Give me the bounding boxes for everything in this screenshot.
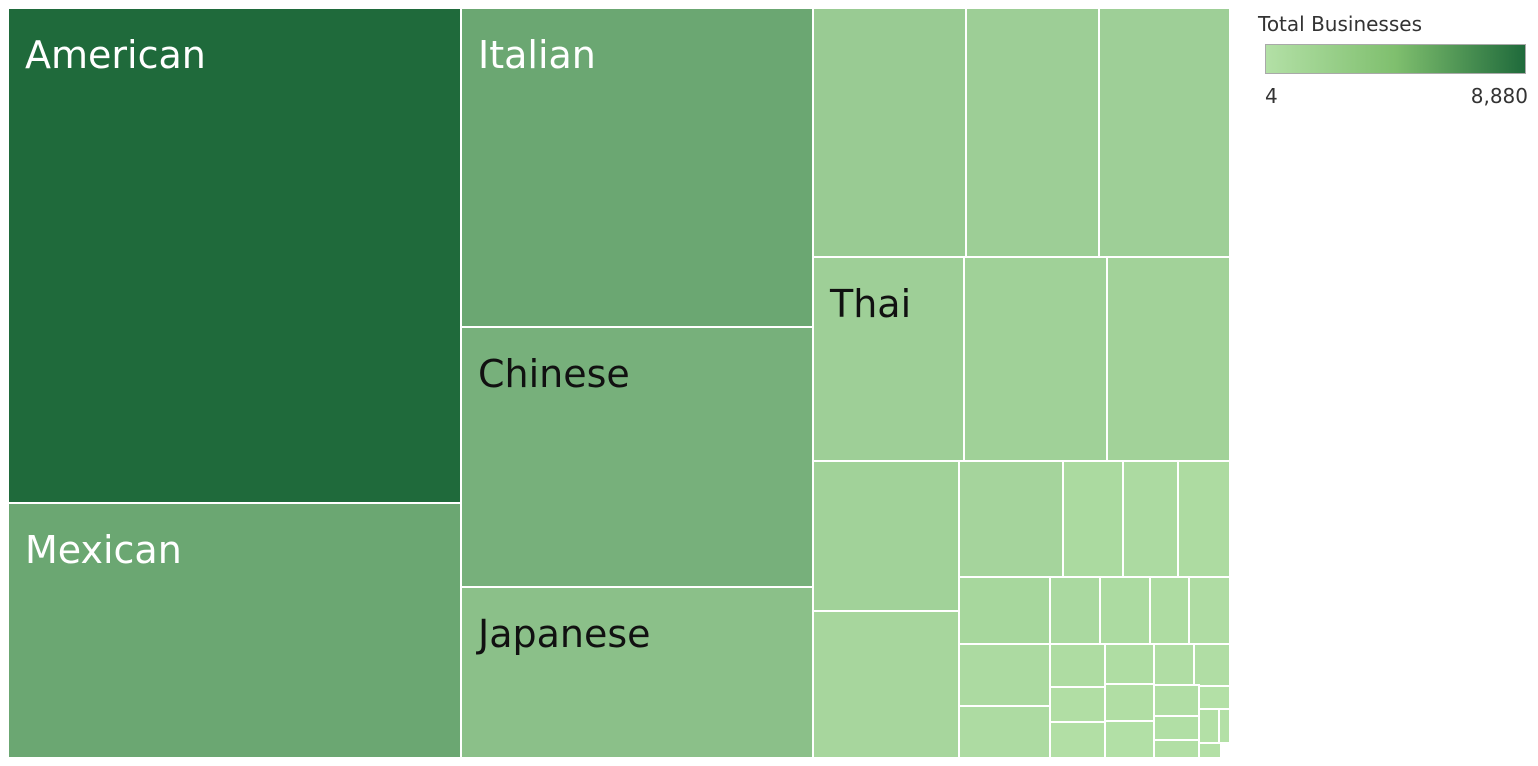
- treemap-tile[interactable]: [1104, 683, 1155, 722]
- treemap-tile[interactable]: [1122, 460, 1179, 578]
- treemap-tile[interactable]: [1149, 576, 1190, 645]
- treemap-tile[interactable]: [812, 460, 960, 612]
- treemap-tile[interactable]: [1153, 739, 1200, 758]
- treemap-tile[interactable]: [958, 460, 1064, 578]
- treemap-tile[interactable]: [1153, 715, 1200, 741]
- legend-min-label: 4: [1265, 84, 1278, 108]
- treemap-tile[interactable]: [1049, 576, 1101, 645]
- legend-title: Total Businesses: [1258, 12, 1422, 36]
- tile-label-thai: Thai: [829, 282, 911, 326]
- treemap-tile-mexican[interactable]: [8, 502, 462, 758]
- tile-label-american: American: [25, 33, 206, 77]
- treemap-tile[interactable]: [812, 8, 967, 258]
- treemap-tile[interactable]: [1104, 720, 1155, 758]
- treemap-tile[interactable]: [1049, 643, 1106, 688]
- treemap-tile[interactable]: [1193, 643, 1230, 687]
- treemap-tile[interactable]: [1099, 576, 1151, 645]
- treemap-tile[interactable]: [1062, 460, 1124, 578]
- legend-max-label: 8,880: [1470, 84, 1528, 108]
- treemap-tile-thai[interactable]: [812, 256, 965, 462]
- treemap-tile[interactable]: [958, 576, 1051, 645]
- treemap-tile[interactable]: [958, 643, 1051, 707]
- treemap-tile[interactable]: [1049, 721, 1106, 758]
- treemap-tile[interactable]: [963, 256, 1108, 462]
- treemap-tile[interactable]: [958, 705, 1051, 758]
- treemap-tile[interactable]: [1198, 742, 1222, 758]
- treemap-tile[interactable]: [1218, 708, 1230, 744]
- treemap-chart: American Mexican Italian Chinese Japanese Tha…: [8, 8, 1230, 758]
- color-legend: Total Businesses 4 8,880: [1258, 10, 1530, 110]
- treemap-tile[interactable]: [965, 8, 1100, 258]
- treemap-tile[interactable]: [1106, 256, 1230, 462]
- treemap-tile[interactable]: [1177, 460, 1230, 578]
- treemap-tile-japanese[interactable]: [460, 586, 814, 758]
- legend-gradient-bar: [1265, 44, 1526, 74]
- treemap-tile[interactable]: [1188, 576, 1230, 645]
- treemap-tile[interactable]: [1098, 8, 1230, 258]
- tile-label-japanese: Japanese: [476, 612, 651, 656]
- tile-label-mexican: Mexican: [25, 528, 182, 572]
- treemap-tile[interactable]: [1198, 708, 1220, 744]
- tile-label-chinese: Chinese: [478, 352, 630, 396]
- treemap-tile[interactable]: [1104, 643, 1155, 685]
- treemap-tile[interactable]: [1153, 643, 1195, 686]
- treemap-tile-american[interactable]: [8, 8, 462, 504]
- treemap-tile[interactable]: [812, 610, 960, 758]
- treemap-tile-italian[interactable]: [460, 8, 814, 328]
- tile-label-italian: Italian: [478, 33, 596, 77]
- treemap-tile[interactable]: [1153, 684, 1200, 717]
- treemap-tile[interactable]: [1049, 686, 1106, 723]
- treemap-tile[interactable]: [1198, 685, 1230, 710]
